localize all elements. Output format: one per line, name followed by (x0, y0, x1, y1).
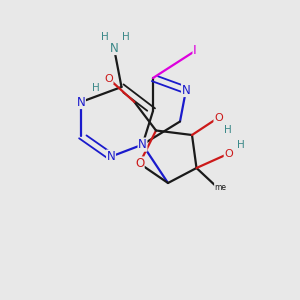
Text: O: O (104, 74, 113, 84)
Text: H: H (224, 124, 232, 135)
Text: H: H (92, 82, 100, 93)
Text: N: N (138, 138, 147, 151)
Text: I: I (193, 44, 197, 58)
Text: O: O (224, 148, 233, 159)
Text: N: N (76, 95, 85, 109)
Text: O: O (214, 112, 223, 123)
Text: H: H (122, 32, 129, 42)
Text: N: N (182, 83, 190, 97)
Text: N: N (110, 41, 118, 55)
Text: N: N (106, 150, 116, 163)
Text: H: H (100, 32, 108, 42)
Text: me: me (214, 183, 226, 192)
Text: H: H (237, 140, 245, 150)
Text: O: O (135, 157, 144, 170)
